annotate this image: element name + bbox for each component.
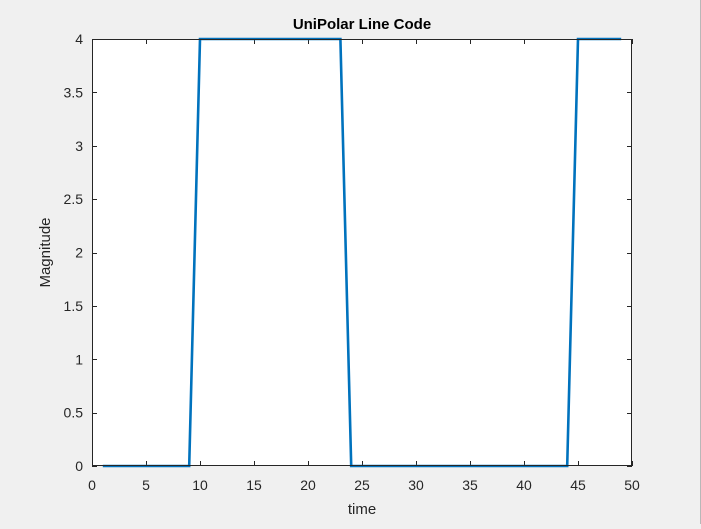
- y-tick-label: 2.5: [64, 191, 84, 207]
- x-axis-title: time: [348, 501, 376, 518]
- x-tick-label: 50: [624, 477, 640, 493]
- y-tick-label: 3: [75, 138, 83, 154]
- y-tick-label: 0: [75, 458, 83, 474]
- x-tick-label: 45: [570, 477, 586, 493]
- x-tick-label: 30: [408, 477, 424, 493]
- y-tick-label: 4: [75, 31, 83, 47]
- plot-border: [92, 39, 632, 466]
- ticks-layer: 0 5 10 15 20 25 30 35 40 45 50 0 0.5 1 1.5 2 2.5 3 3.5 4: [64, 31, 640, 493]
- chart-title: UniPolar Line Code: [293, 16, 431, 33]
- y-tick-label: 0.5: [64, 405, 84, 421]
- y-tick-label: 1: [75, 351, 83, 367]
- x-tick-label: 15: [246, 477, 262, 493]
- x-tick-label: 10: [192, 477, 208, 493]
- x-tick-label: 25: [354, 477, 370, 493]
- x-tick-label: 35: [462, 477, 478, 493]
- y-axis-title: Magnitude: [37, 217, 54, 287]
- x-tick-label: 20: [300, 477, 316, 493]
- x-tick-label: 5: [142, 477, 150, 493]
- y-tick-label: 1.5: [64, 298, 84, 314]
- x-tick-label: 40: [516, 477, 532, 493]
- y-tick-label: 3.5: [64, 84, 84, 100]
- y-tick-label: 2: [75, 245, 83, 261]
- x-tick-label: 0: [88, 477, 96, 493]
- plot-area: [92, 39, 632, 466]
